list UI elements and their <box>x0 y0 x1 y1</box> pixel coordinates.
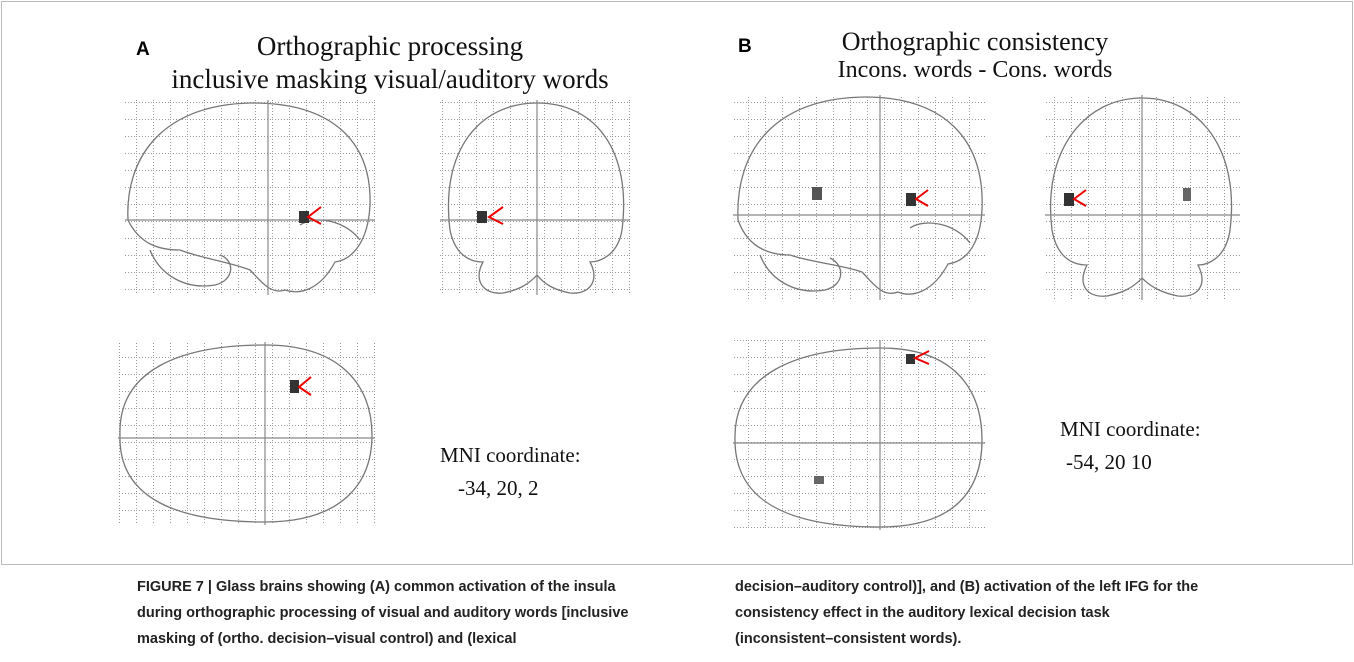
mni-value: -54, 20 10 <box>1066 450 1152 474</box>
caption-line: during orthographic processing of visual… <box>137 605 628 621</box>
panel-subtitle: inclusive masking visual/auditory words <box>171 64 608 94</box>
panel-subtitle: Incons. words - Cons. words <box>838 57 1113 83</box>
caption-line: FIGURE 7 | Glass brains showing (A) comm… <box>137 579 617 595</box>
sagittal-view <box>733 95 985 300</box>
sagittal-view <box>125 100 375 295</box>
panel-title: Orthographic processing <box>257 31 523 61</box>
axial-view <box>118 342 375 525</box>
caption-line: (inconsistent–consistent words). <box>735 631 961 647</box>
caption: FIGURE 7 | Glass brains showing (A) comm… <box>137 579 1198 647</box>
panel-b: B Orthographic consistency Incons. words… <box>733 27 1240 530</box>
figure-frame <box>1 1 1353 565</box>
mni-value: -34, 20, 2 <box>458 476 539 500</box>
panel-label: B <box>738 36 752 57</box>
panel-label: A <box>136 39 150 60</box>
coronal-view <box>440 100 630 295</box>
mni-label: MNI coordinate: <box>440 443 581 467</box>
caption-line: consistency effect in the auditory lexic… <box>735 605 1111 621</box>
caption-line: masking of (ortho. decision–visual contr… <box>137 631 517 647</box>
panel-a: A Orthographic processing inclusive mask… <box>118 31 630 525</box>
axial-view <box>733 340 985 530</box>
panel-title: Orthographic consistency <box>842 27 1108 56</box>
coronal-view <box>1045 95 1240 300</box>
mni-label: MNI coordinate: <box>1060 417 1201 441</box>
caption-line: decision–auditory control)], and (B) act… <box>735 579 1198 595</box>
